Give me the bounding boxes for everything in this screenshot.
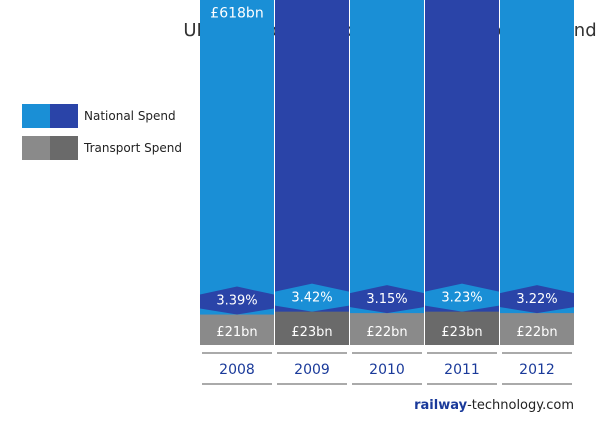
transport-spend-bar [425,311,499,345]
transport-spend-label: £22bn [366,325,407,340]
legend-label-national: National Spend [84,109,176,123]
percent-label: 3.15% [366,292,407,307]
legend-label-transport: Transport Spend [84,141,182,155]
legend-national-spend: National Spend [22,104,176,128]
percent-label: 3.42% [291,291,332,306]
legend-transport-spend: Transport Spend [22,136,182,160]
transport-spend-bar [275,311,349,345]
percent-band [350,285,424,314]
percent-band [200,286,274,315]
legend-swatch-transport [22,136,78,160]
source-domain: -technology.com [467,398,574,413]
transport-spend-bar [350,313,424,345]
x-tick-label: 2010 [369,362,405,378]
x-tick-label: 2011 [444,362,480,378]
transport-spend-label: £21bn [216,325,257,340]
transport-spend-bar [500,313,574,345]
percent-label: 3.22% [516,292,557,307]
source-brand: railway [414,398,468,413]
percent-band [500,285,574,314]
transport-spend-bar [200,314,274,345]
x-tick-label: 2012 [519,362,555,378]
source-credit: railway-technology.com [414,398,574,413]
transport-spend-label: £23bn [291,325,332,340]
x-tick-label: 2009 [294,362,330,378]
legend-swatch-national [22,104,78,128]
percent-label: 3.23% [441,291,482,306]
transport-spend-label: £22bn [516,325,557,340]
percent-band [425,283,499,312]
national-spend-label: £618bn [210,5,263,21]
transport-spend-label: £23bn [441,325,482,340]
percent-band [275,283,349,312]
percent-label: 3.39% [216,294,257,309]
x-tick-label: 2008 [219,362,255,378]
